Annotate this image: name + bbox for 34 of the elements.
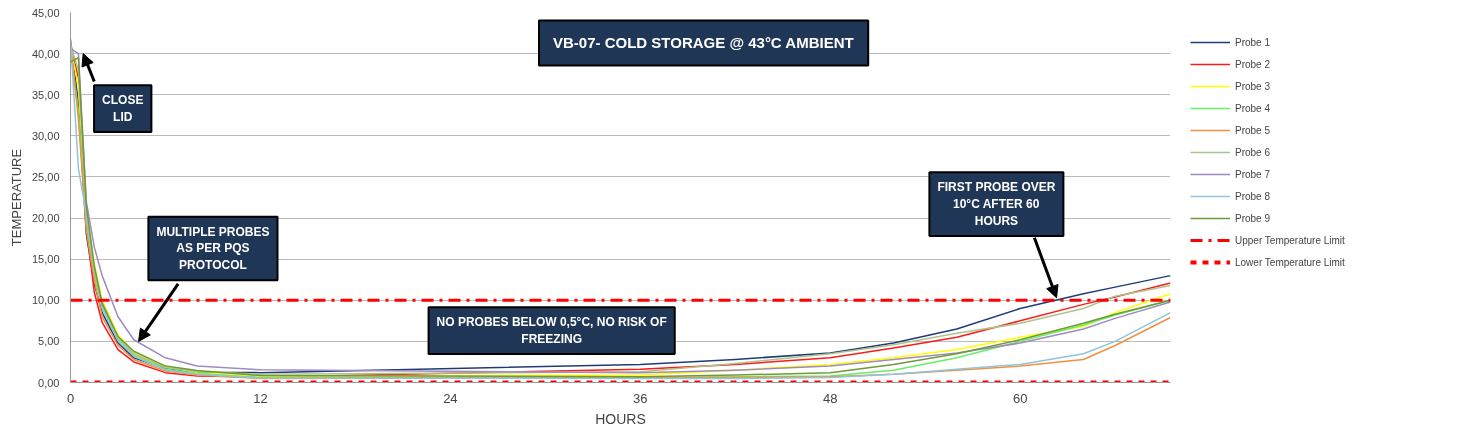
legend-label: Probe 2 [1235,57,1271,72]
x-tick-label: 12 [253,390,268,406]
y-tick-label: 40,00 [31,47,60,60]
y-tick-label: 45,00 [31,6,60,19]
legend-label: Probe 4 [1235,101,1271,116]
legend-label: Probe 9 [1235,211,1271,226]
text: VB-07- COLD STORAGE @ 43°C AMBIENT [552,34,854,52]
x-tick-label: 24 [443,390,458,406]
annotation: CLOSE LID [102,93,144,125]
y-tick-label: 15,00 [31,253,60,266]
annotation: MULTIPLE PROBES AS PER PQS PROTOCOL [156,224,270,273]
y-tick-label: 35,00 [31,88,60,101]
y-tick-label: 10,00 [31,294,60,307]
x-tick-label: 60 [1012,390,1028,406]
legend-label: Probe 1 [1235,35,1271,50]
legend-label: Probe 7 [1235,167,1271,182]
y-tick-label: 0,00 [38,376,60,389]
y-tick-label: 20,00 [31,212,60,225]
y-tick-label: 30,00 [31,129,60,142]
y-axis-title: TEMPERATURE [8,148,24,247]
legend-label: Probe 8 [1235,189,1271,204]
x-tick-label: 0 [66,390,75,406]
x-tick-label: 48 [822,390,838,406]
y-tick-label: 25,00 [31,170,60,183]
x-tick-label: 36 [633,390,648,406]
legend-label: Probe 6 [1235,145,1271,160]
annotation: FIRST PROBE OVER 10°C AFTER 60 HOURS [937,180,1056,228]
annotation: NO PROBES BELOW 0,5°C, NO RISK OF FREEZING [436,315,667,347]
legend-label: Lower Temperature Limit [1235,255,1345,270]
x-axis-title: HOURS [595,410,646,427]
legend-label: Probe 5 [1235,123,1271,138]
y-tick-label: 5,00 [38,335,60,348]
legend-label: Probe 3 [1235,79,1271,94]
legend-label: Upper Temperature Limit [1235,233,1345,248]
